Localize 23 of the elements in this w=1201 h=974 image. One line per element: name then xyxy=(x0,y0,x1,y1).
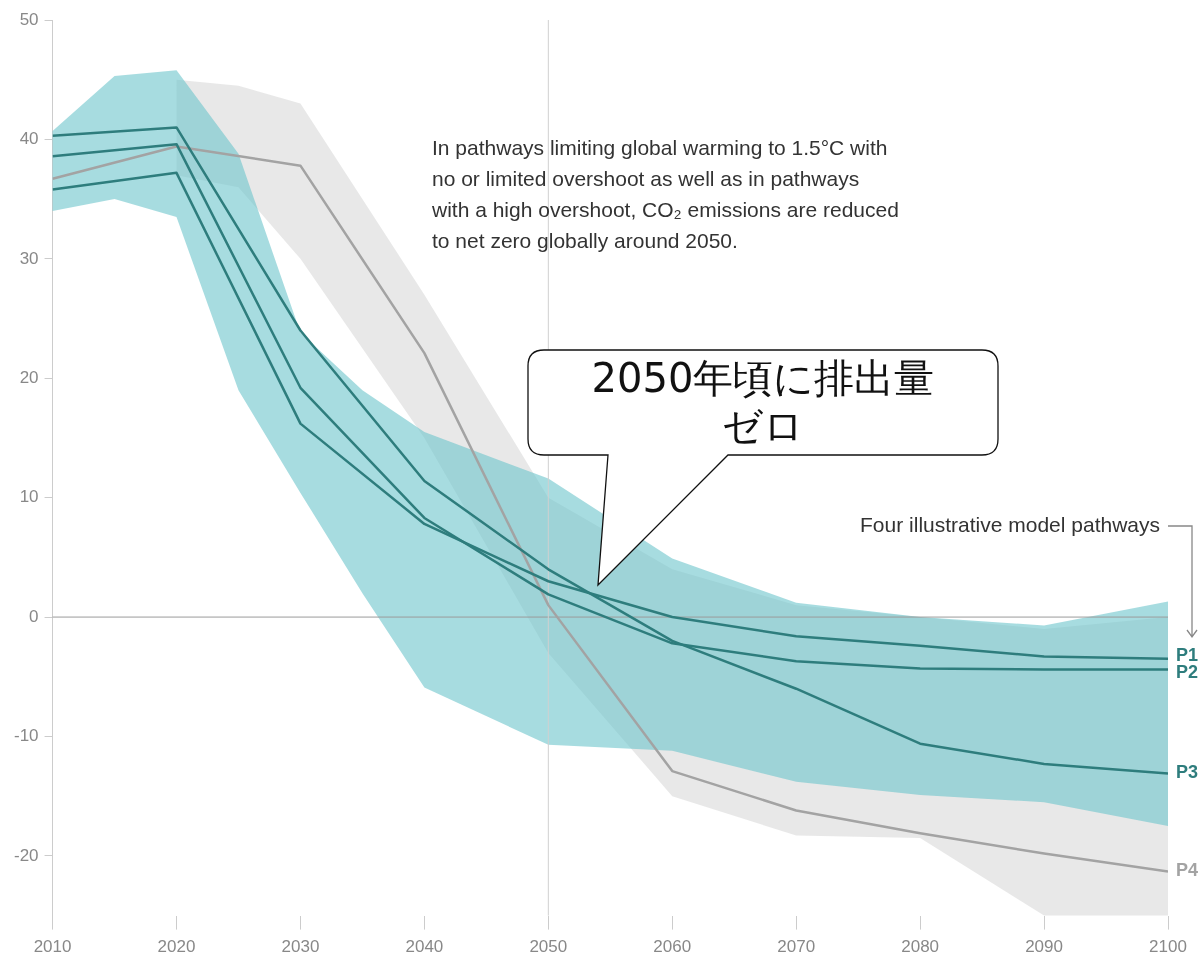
y-tick-label: 50 xyxy=(19,9,39,29)
annotation: In pathways limiting global warming to 1.5°C with no or limited overshoot as well as in pathways with a high overshoot, CO₂ emissions are reduced to net zero globally around 2050. xyxy=(432,135,900,254)
y-tick-label: 30 xyxy=(19,248,39,268)
x-tick-label: 2040 xyxy=(405,937,444,957)
y-tick-label: 40 xyxy=(19,129,39,149)
series-label: P4 xyxy=(1176,860,1199,881)
y-tick-label: 20 xyxy=(19,367,39,387)
x-tick-label: 2090 xyxy=(1025,937,1063,957)
annotation: 2050年頃に排出量ゼロ xyxy=(590,354,936,450)
y-tick-label: -10 xyxy=(13,726,39,746)
x-tick-label: 2030 xyxy=(281,937,320,957)
y-tick-label: -20 xyxy=(13,845,39,865)
y-tick-label: 0 xyxy=(29,606,39,626)
y-tick-label: 10 xyxy=(19,487,39,507)
series-label: P3 xyxy=(1176,762,1199,783)
x-tick-label: 2080 xyxy=(901,937,940,957)
annotation: Four illustrative model pathways xyxy=(860,513,1160,537)
x-tick-label: 2010 xyxy=(33,937,72,957)
x-tick-label: 2070 xyxy=(777,937,816,957)
x-tick-label: 2060 xyxy=(653,937,692,957)
x-tick-label: 2100 xyxy=(1149,937,1187,957)
x-tick-label: 2050 xyxy=(529,937,568,957)
x-tick-label: 2020 xyxy=(157,937,196,957)
